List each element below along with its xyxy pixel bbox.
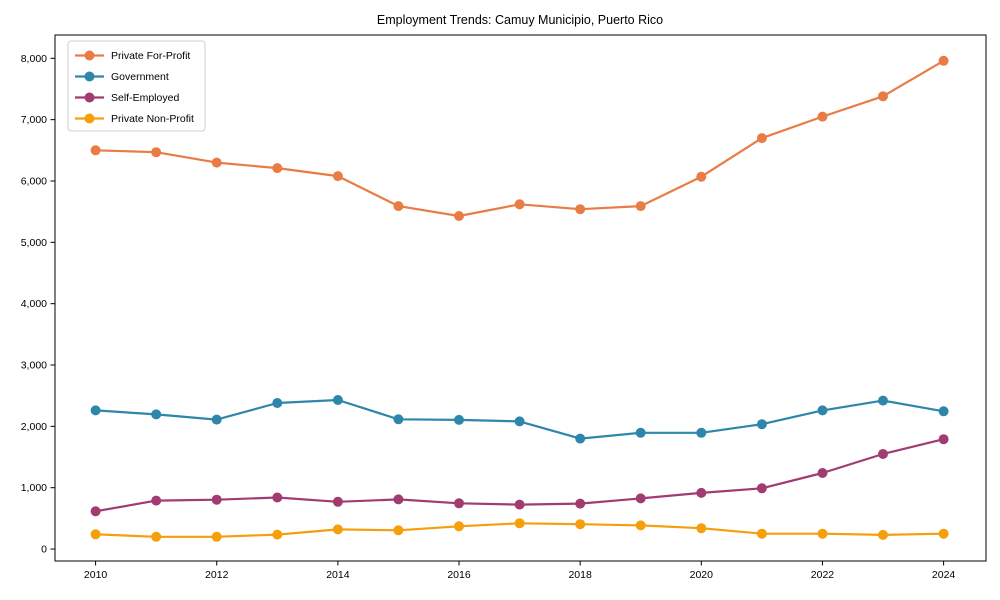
data-point-private-for-profit bbox=[938, 55, 949, 66]
data-point-self-employed bbox=[878, 449, 888, 459]
data-point-self-employed bbox=[696, 487, 707, 498]
data-point-private-non-profit bbox=[151, 531, 162, 542]
data-point-self-employed bbox=[575, 498, 586, 509]
x-tick-label: 2010 bbox=[84, 569, 108, 581]
x-tick-label: 2012 bbox=[205, 569, 229, 581]
data-point-private-non-profit bbox=[514, 518, 525, 529]
data-point-private-non-profit bbox=[211, 531, 222, 542]
legend-marker-icon bbox=[84, 92, 95, 103]
data-point-private-non-profit bbox=[575, 519, 586, 530]
data-point-private-non-profit bbox=[393, 525, 404, 536]
data-point-government bbox=[393, 414, 404, 425]
data-point-government bbox=[514, 416, 525, 427]
data-point-government bbox=[696, 427, 707, 438]
data-point-private-non-profit bbox=[756, 528, 767, 539]
data-point-self-employed bbox=[938, 434, 949, 445]
y-tick-label: 2,000 bbox=[21, 421, 47, 433]
series-group bbox=[90, 55, 949, 542]
data-point-private-for-profit bbox=[756, 133, 767, 144]
y-tick-label: 1,000 bbox=[21, 482, 47, 494]
x-tick-label: 2022 bbox=[811, 569, 835, 581]
legend-marker-icon bbox=[84, 71, 95, 82]
legend-item-private-for-profit: Private For-Profit bbox=[75, 50, 190, 62]
data-point-government bbox=[756, 419, 767, 430]
legend-frame bbox=[67, 40, 206, 132]
data-point-government bbox=[817, 405, 828, 416]
plot-border bbox=[54, 34, 987, 562]
legend-label: Private For-Profit bbox=[111, 50, 190, 62]
data-point-self-employed bbox=[454, 498, 464, 509]
data-point-private-non-profit bbox=[817, 528, 828, 539]
data-point-self-employed bbox=[151, 495, 162, 506]
x-tick-label: 2024 bbox=[932, 569, 956, 581]
data-point-private-for-profit bbox=[393, 201, 404, 212]
data-point-private-for-profit bbox=[151, 147, 162, 158]
chart-title: Employment Trends: Camuy Municipio, Puer… bbox=[377, 13, 663, 27]
data-point-government bbox=[454, 414, 464, 425]
data-point-self-employed bbox=[514, 499, 525, 510]
legend-label: Private Non-Profit bbox=[111, 113, 194, 125]
data-point-private-non-profit bbox=[272, 529, 283, 540]
data-point-private-non-profit bbox=[696, 523, 707, 534]
data-point-self-employed bbox=[756, 483, 767, 494]
x-tick-label: 2020 bbox=[690, 569, 714, 581]
y-tick-label: 8,000 bbox=[21, 53, 47, 65]
data-point-private-for-profit bbox=[514, 199, 525, 210]
data-point-private-for-profit bbox=[332, 171, 343, 182]
data-point-private-non-profit bbox=[878, 529, 888, 540]
data-point-private-for-profit bbox=[817, 111, 828, 122]
y-tick-label: 5,000 bbox=[21, 237, 47, 249]
data-point-government bbox=[635, 427, 646, 438]
data-point-government bbox=[332, 395, 343, 405]
data-point-government bbox=[272, 398, 283, 408]
data-point-private-for-profit bbox=[878, 91, 888, 102]
data-point-private-non-profit bbox=[938, 528, 949, 539]
legend-item-government: Government bbox=[75, 71, 169, 83]
data-point-private-non-profit bbox=[454, 521, 464, 532]
legend-marker-icon bbox=[84, 113, 95, 124]
legend-marker-icon bbox=[84, 50, 95, 61]
x-tick-label: 2018 bbox=[568, 569, 592, 581]
y-tick-label: 3,000 bbox=[21, 359, 47, 371]
data-point-self-employed bbox=[393, 494, 404, 505]
x-tick-label: 2016 bbox=[447, 569, 471, 581]
legend-item-self-employed: Self-Employed bbox=[75, 92, 179, 104]
data-point-government bbox=[878, 395, 888, 406]
data-point-self-employed bbox=[90, 506, 101, 517]
legend: Private For-Profit Government Self-Employe… bbox=[67, 40, 206, 132]
data-point-self-employed bbox=[332, 496, 343, 507]
legend-label: Government bbox=[111, 71, 169, 83]
data-point-government bbox=[938, 406, 949, 417]
data-point-private-non-profit bbox=[90, 529, 101, 540]
data-point-private-for-profit bbox=[211, 157, 222, 168]
x-tick-label: 2014 bbox=[326, 569, 350, 581]
x-axis: 2010 2012 2014 2016 2018 2020 2022 2024 bbox=[84, 561, 956, 581]
data-point-private-for-profit bbox=[696, 171, 707, 182]
data-point-private-non-profit bbox=[332, 524, 343, 535]
y-tick-label: 7,000 bbox=[21, 114, 47, 126]
data-point-private-for-profit bbox=[635, 201, 646, 212]
data-point-government bbox=[151, 409, 162, 420]
data-point-self-employed bbox=[817, 468, 828, 478]
y-tick-label: 0 bbox=[41, 544, 47, 556]
data-point-private-for-profit bbox=[454, 211, 464, 221]
data-point-private-for-profit bbox=[272, 163, 283, 174]
data-point-private-non-profit bbox=[635, 520, 646, 531]
data-point-government bbox=[211, 414, 222, 425]
data-point-private-for-profit bbox=[90, 145, 101, 156]
series-line-private-for-profit bbox=[94, 59, 945, 218]
data-point-government bbox=[575, 433, 586, 444]
data-point-self-employed bbox=[635, 493, 646, 504]
y-tick-label: 6,000 bbox=[21, 175, 47, 187]
data-point-private-for-profit bbox=[575, 204, 586, 215]
y-axis: 0 1,000 2,000 3,000 4,000 5,000 6,000 7,000 8,00… bbox=[21, 53, 55, 556]
data-point-government bbox=[90, 405, 101, 416]
data-point-self-employed bbox=[211, 494, 222, 505]
data-point-self-employed bbox=[272, 492, 283, 503]
y-tick-label: 4,000 bbox=[21, 298, 47, 310]
legend-item-private-non-profit: Private Non-Profit bbox=[75, 113, 194, 125]
legend-label: Self-Employed bbox=[111, 92, 179, 104]
